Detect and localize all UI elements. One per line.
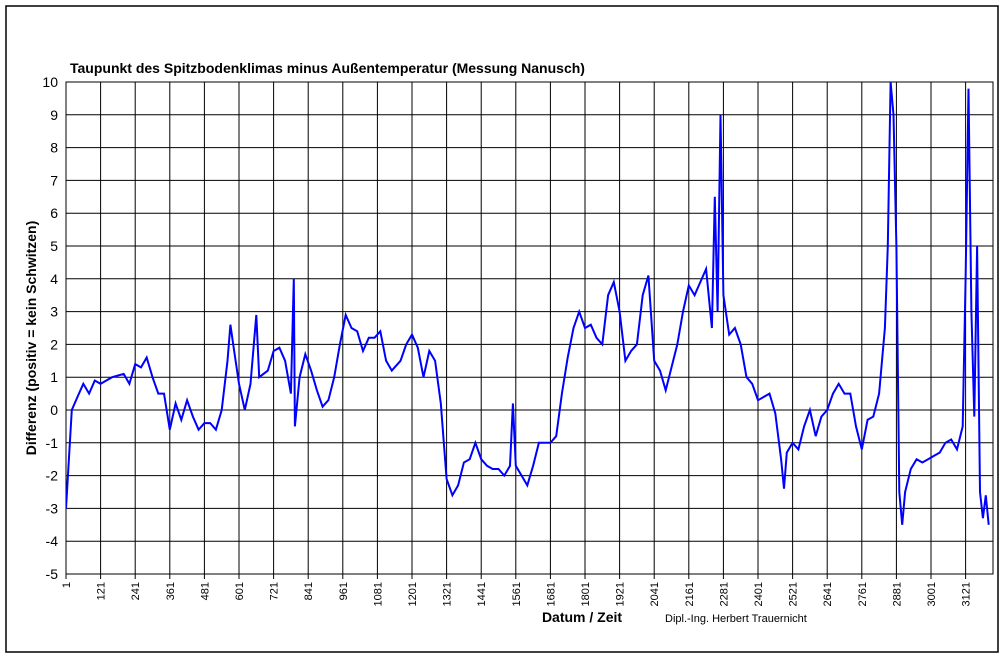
x-tick-label: 2161 bbox=[684, 582, 696, 606]
x-tick-label: 1921 bbox=[615, 582, 627, 606]
y-tick-label: 5 bbox=[50, 238, 58, 254]
y-tick-label: -3 bbox=[46, 500, 59, 516]
y-axis-label: Differenz (positiv = kein Schwitzen) bbox=[23, 221, 39, 456]
x-tick-label: 961 bbox=[338, 582, 350, 600]
y-tick-label: 6 bbox=[50, 205, 58, 221]
x-tick-label: 1561 bbox=[511, 582, 523, 606]
x-tick-label: 2881 bbox=[891, 582, 903, 606]
x-tick-label: 241 bbox=[130, 582, 142, 600]
x-tick-label: 3001 bbox=[926, 582, 938, 606]
x-tick-label: 2761 bbox=[857, 582, 869, 606]
y-tick-label: -5 bbox=[46, 566, 59, 582]
x-tick-label: 1201 bbox=[407, 582, 419, 606]
x-axis-label: Datum / Zeit bbox=[542, 609, 622, 625]
y-tick-label: -2 bbox=[46, 468, 59, 484]
x-tick-label: 2521 bbox=[788, 582, 800, 606]
y-tick-label: 3 bbox=[50, 304, 58, 320]
y-tick-label: 0 bbox=[50, 402, 58, 418]
y-tick-label: 4 bbox=[50, 271, 58, 287]
x-tick-label: 2641 bbox=[822, 582, 834, 606]
chart-title: Taupunkt des Spitzbodenklimas minus Auße… bbox=[70, 60, 585, 76]
x-tick-label: 841 bbox=[303, 582, 315, 600]
y-tick-label: 1 bbox=[50, 369, 58, 385]
x-tick-label: 121 bbox=[96, 582, 108, 600]
y-tick-label: 9 bbox=[50, 107, 58, 123]
x-tick-label: 361 bbox=[165, 582, 177, 600]
y-tick-label: -4 bbox=[46, 533, 59, 549]
x-tick-label: 2041 bbox=[649, 582, 661, 606]
y-tick-label: -1 bbox=[46, 435, 59, 451]
x-tick-label: 721 bbox=[269, 582, 281, 600]
x-tick-label: 3121 bbox=[961, 582, 973, 606]
y-tick-label: 2 bbox=[50, 336, 58, 352]
x-tick-label: 1801 bbox=[580, 582, 592, 606]
data-line bbox=[66, 82, 990, 525]
x-tick-label: 1 bbox=[61, 582, 73, 588]
x-tick-label: 1081 bbox=[372, 582, 384, 606]
x-tick-label: 481 bbox=[199, 582, 211, 600]
annotation: Dipl.-Ing. Herbert Trauernicht bbox=[665, 613, 807, 625]
y-tick-label: 7 bbox=[50, 172, 58, 188]
y-tick-label: 10 bbox=[42, 74, 58, 90]
x-tick-label: 1321 bbox=[442, 582, 454, 606]
x-tick-label: 1441 bbox=[476, 582, 488, 606]
x-tick-label: 601 bbox=[234, 582, 246, 600]
y-tick-label: 8 bbox=[50, 140, 58, 156]
x-tick-label: 2281 bbox=[718, 582, 730, 606]
plot-area bbox=[65, 81, 994, 575]
x-tick-label: 1681 bbox=[545, 582, 557, 606]
x-tick-label: 2401 bbox=[753, 582, 765, 606]
